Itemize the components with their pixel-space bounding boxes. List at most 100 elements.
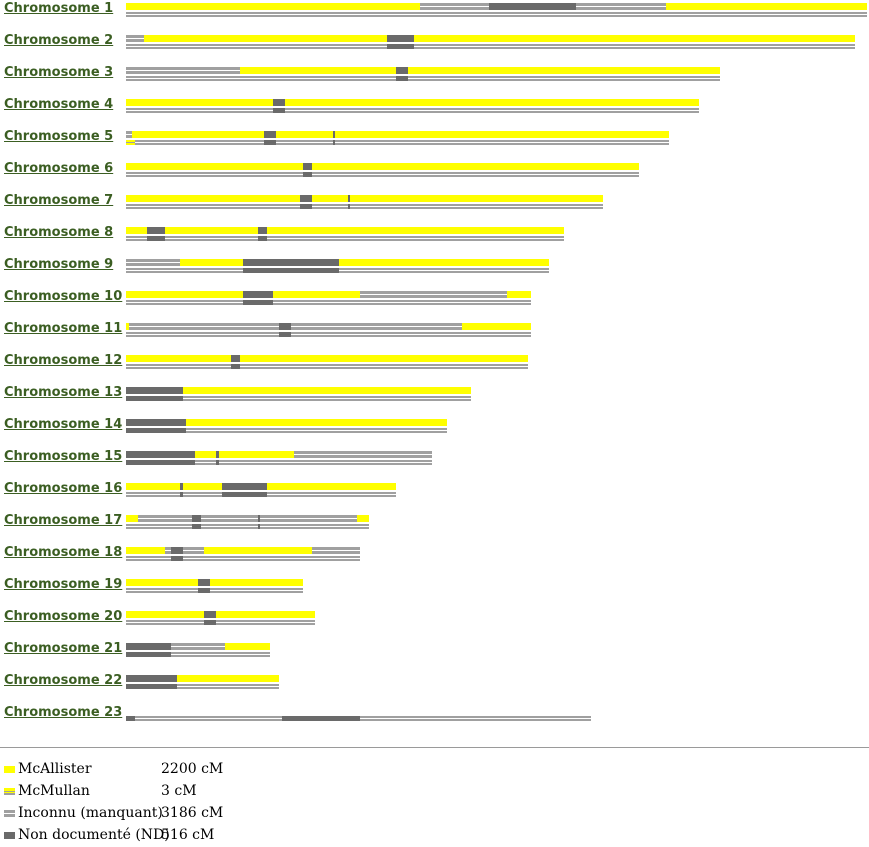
chromosome-15-link[interactable]: Chromosome 15: [4, 449, 123, 464]
chromosome-19-bar: [126, 579, 303, 593]
legend-name: Inconnu (manquant): [18, 805, 163, 821]
chromosome-12-bar: [126, 355, 528, 369]
segment-top-stripe: [126, 262, 180, 263]
segment-bottom-stripe: [126, 558, 171, 559]
chromosome-13-link[interactable]: Chromosome 13: [4, 385, 123, 400]
segment-top-stripe: [294, 454, 432, 455]
chromosome-8-link[interactable]: Chromosome 8: [4, 225, 114, 240]
segment-bottom-stripe: [183, 398, 471, 399]
segment-top: [273, 291, 360, 298]
legend-value: 3 cM: [161, 783, 197, 799]
segment-top: [335, 131, 669, 138]
segment-top-stripe: [260, 518, 357, 519]
segment-bottom-stripe: [210, 590, 303, 591]
segment-top: [126, 675, 177, 682]
segment-top: [126, 483, 180, 490]
chromosome-11-bar: [126, 323, 531, 337]
chromosome-5-bar: [126, 131, 669, 145]
chromosome-2-link[interactable]: Chromosome 2: [4, 33, 114, 48]
segment-top-stripe: [138, 518, 192, 519]
segment-top: [243, 291, 273, 298]
chromosome-3-bar: [126, 67, 720, 81]
chromosome-9-link[interactable]: Chromosome 9: [4, 257, 114, 272]
chromosome-4-link[interactable]: Chromosome 4: [4, 97, 114, 112]
chromosome-14-link[interactable]: Chromosome 14: [4, 417, 123, 432]
segment-top-stripe: [420, 6, 489, 7]
segment-bottom-stripe: [126, 526, 192, 527]
chromosome-bars: [126, 3, 867, 721]
segment-bottom-stripe: [408, 78, 720, 79]
segment-bottom: [273, 108, 285, 113]
segment-bottom: [387, 44, 414, 49]
chromosome-1-link[interactable]: Chromosome 1: [4, 1, 114, 16]
segment-bottom: [126, 684, 177, 689]
segment-bottom-stripe: [339, 270, 549, 271]
segment-top: [414, 35, 855, 42]
segment-bottom: [171, 556, 183, 561]
chromosome-22-link[interactable]: Chromosome 22: [4, 673, 123, 688]
chromosome-19-link[interactable]: Chromosome 19: [4, 577, 123, 592]
segment-bottom-stripe: [171, 654, 270, 655]
segment-bottom-stripe: [126, 206, 300, 207]
segment-top-stripe: [126, 70, 240, 71]
segment-bottom-stripe: [240, 366, 528, 367]
segment-top: [312, 195, 348, 202]
segment-bottom: [333, 140, 335, 145]
chromosome-6-bar: [126, 163, 639, 177]
segment-top: [225, 643, 270, 650]
segment-bottom-stripe: [360, 718, 591, 719]
segment-bottom-stripe: [201, 526, 258, 527]
chromosome-21-link[interactable]: Chromosome 21: [4, 641, 123, 656]
segment-top: [267, 483, 396, 490]
segment-top: [408, 67, 720, 74]
chromosome-9-bar: [126, 259, 549, 273]
segment-top: [489, 3, 576, 10]
chromosome-10-link[interactable]: Chromosome 10: [4, 289, 123, 304]
segment-bottom-stripe: [285, 110, 699, 111]
chromosome-7-link[interactable]: Chromosome 7: [4, 193, 114, 208]
segment-bottom-stripe: [414, 46, 855, 47]
segment-top: [204, 611, 216, 618]
legend-value: 516 cM: [161, 827, 215, 843]
chromosome-5-link[interactable]: Chromosome 5: [4, 129, 114, 144]
chromosome-6-link[interactable]: Chromosome 6: [4, 161, 114, 176]
segment-bottom-stripe: [183, 494, 222, 495]
segment-bottom-stripe: [135, 718, 282, 719]
chromosome-8-bar: [126, 227, 564, 241]
chromosome-12-link[interactable]: Chromosome 12: [4, 353, 123, 368]
chromosome-4-bar: [126, 99, 699, 113]
segment-bottom: [126, 428, 186, 433]
segment-bottom-stripe: [260, 526, 369, 527]
segment-top: [267, 227, 564, 234]
chromosome-22-bar: [126, 675, 279, 689]
segment-bottom: [147, 236, 165, 241]
chromosome-23-link[interactable]: Chromosome 23: [4, 705, 123, 720]
segment-bottom-stripe: [126, 142, 135, 143]
segment-top: [126, 387, 183, 394]
chromosome-21-bar: [126, 643, 270, 657]
segment-top-stripe: [126, 134, 132, 135]
segment-top: [171, 547, 183, 554]
segment-top: [126, 227, 147, 234]
segment-bottom: [231, 364, 240, 369]
segment-bottom-stripe: [350, 206, 603, 207]
segment-top: [210, 579, 303, 586]
chromosome-18-link[interactable]: Chromosome 18: [4, 545, 123, 560]
segment-top: [126, 451, 195, 458]
chromosome-11-link[interactable]: Chromosome 11: [4, 321, 123, 336]
segment-top: [333, 131, 335, 138]
segment-bottom: [222, 492, 267, 497]
segment-top-stripe: [291, 326, 462, 327]
segment-bottom-stripe: [312, 174, 639, 175]
segment-bottom-stripe: [126, 14, 867, 15]
segment-bottom: [126, 716, 135, 721]
segment-top: [126, 195, 300, 202]
chromosome-20-link[interactable]: Chromosome 20: [4, 609, 123, 624]
chromosome-3-link[interactable]: Chromosome 3: [4, 65, 114, 80]
chromosome-13-bar: [126, 387, 471, 401]
chromosome-17-link[interactable]: Chromosome 17: [4, 513, 123, 528]
legend-name: Non documenté (ND): [18, 827, 170, 843]
segment-bottom: [303, 172, 312, 177]
segment-top: [219, 451, 294, 458]
chromosome-16-link[interactable]: Chromosome 16: [4, 481, 123, 496]
